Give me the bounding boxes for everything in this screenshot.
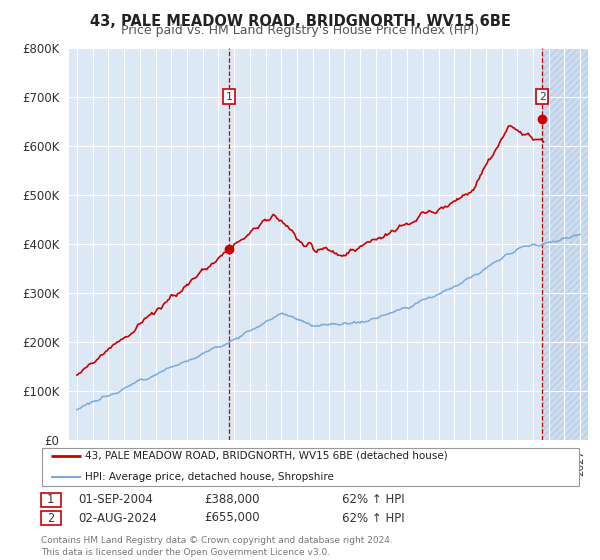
Text: Price paid vs. HM Land Registry's House Price Index (HPI): Price paid vs. HM Land Registry's House …: [121, 24, 479, 37]
Text: 43, PALE MEADOW ROAD, BRIDGNORTH, WV15 6BE: 43, PALE MEADOW ROAD, BRIDGNORTH, WV15 6…: [89, 14, 511, 29]
Bar: [542, 48, 588, 440]
Text: £388,000: £388,000: [204, 493, 260, 506]
Text: 01-SEP-2004: 01-SEP-2004: [78, 493, 153, 506]
Text: £655,000: £655,000: [204, 511, 260, 525]
Text: 02-AUG-2024: 02-AUG-2024: [78, 511, 157, 525]
Text: Contains HM Land Registry data © Crown copyright and database right 2024.
This d: Contains HM Land Registry data © Crown c…: [41, 536, 392, 557]
Text: 62% ↑ HPI: 62% ↑ HPI: [342, 511, 404, 525]
Text: 1: 1: [226, 92, 232, 101]
Text: 2: 2: [539, 92, 545, 101]
Text: 2: 2: [47, 511, 54, 525]
Text: HPI: Average price, detached house, Shropshire: HPI: Average price, detached house, Shro…: [85, 472, 334, 482]
Text: 43, PALE MEADOW ROAD, BRIDGNORTH, WV15 6BE (detached house): 43, PALE MEADOW ROAD, BRIDGNORTH, WV15 6…: [85, 451, 448, 461]
Text: 62% ↑ HPI: 62% ↑ HPI: [342, 493, 404, 506]
Text: 1: 1: [47, 493, 54, 506]
